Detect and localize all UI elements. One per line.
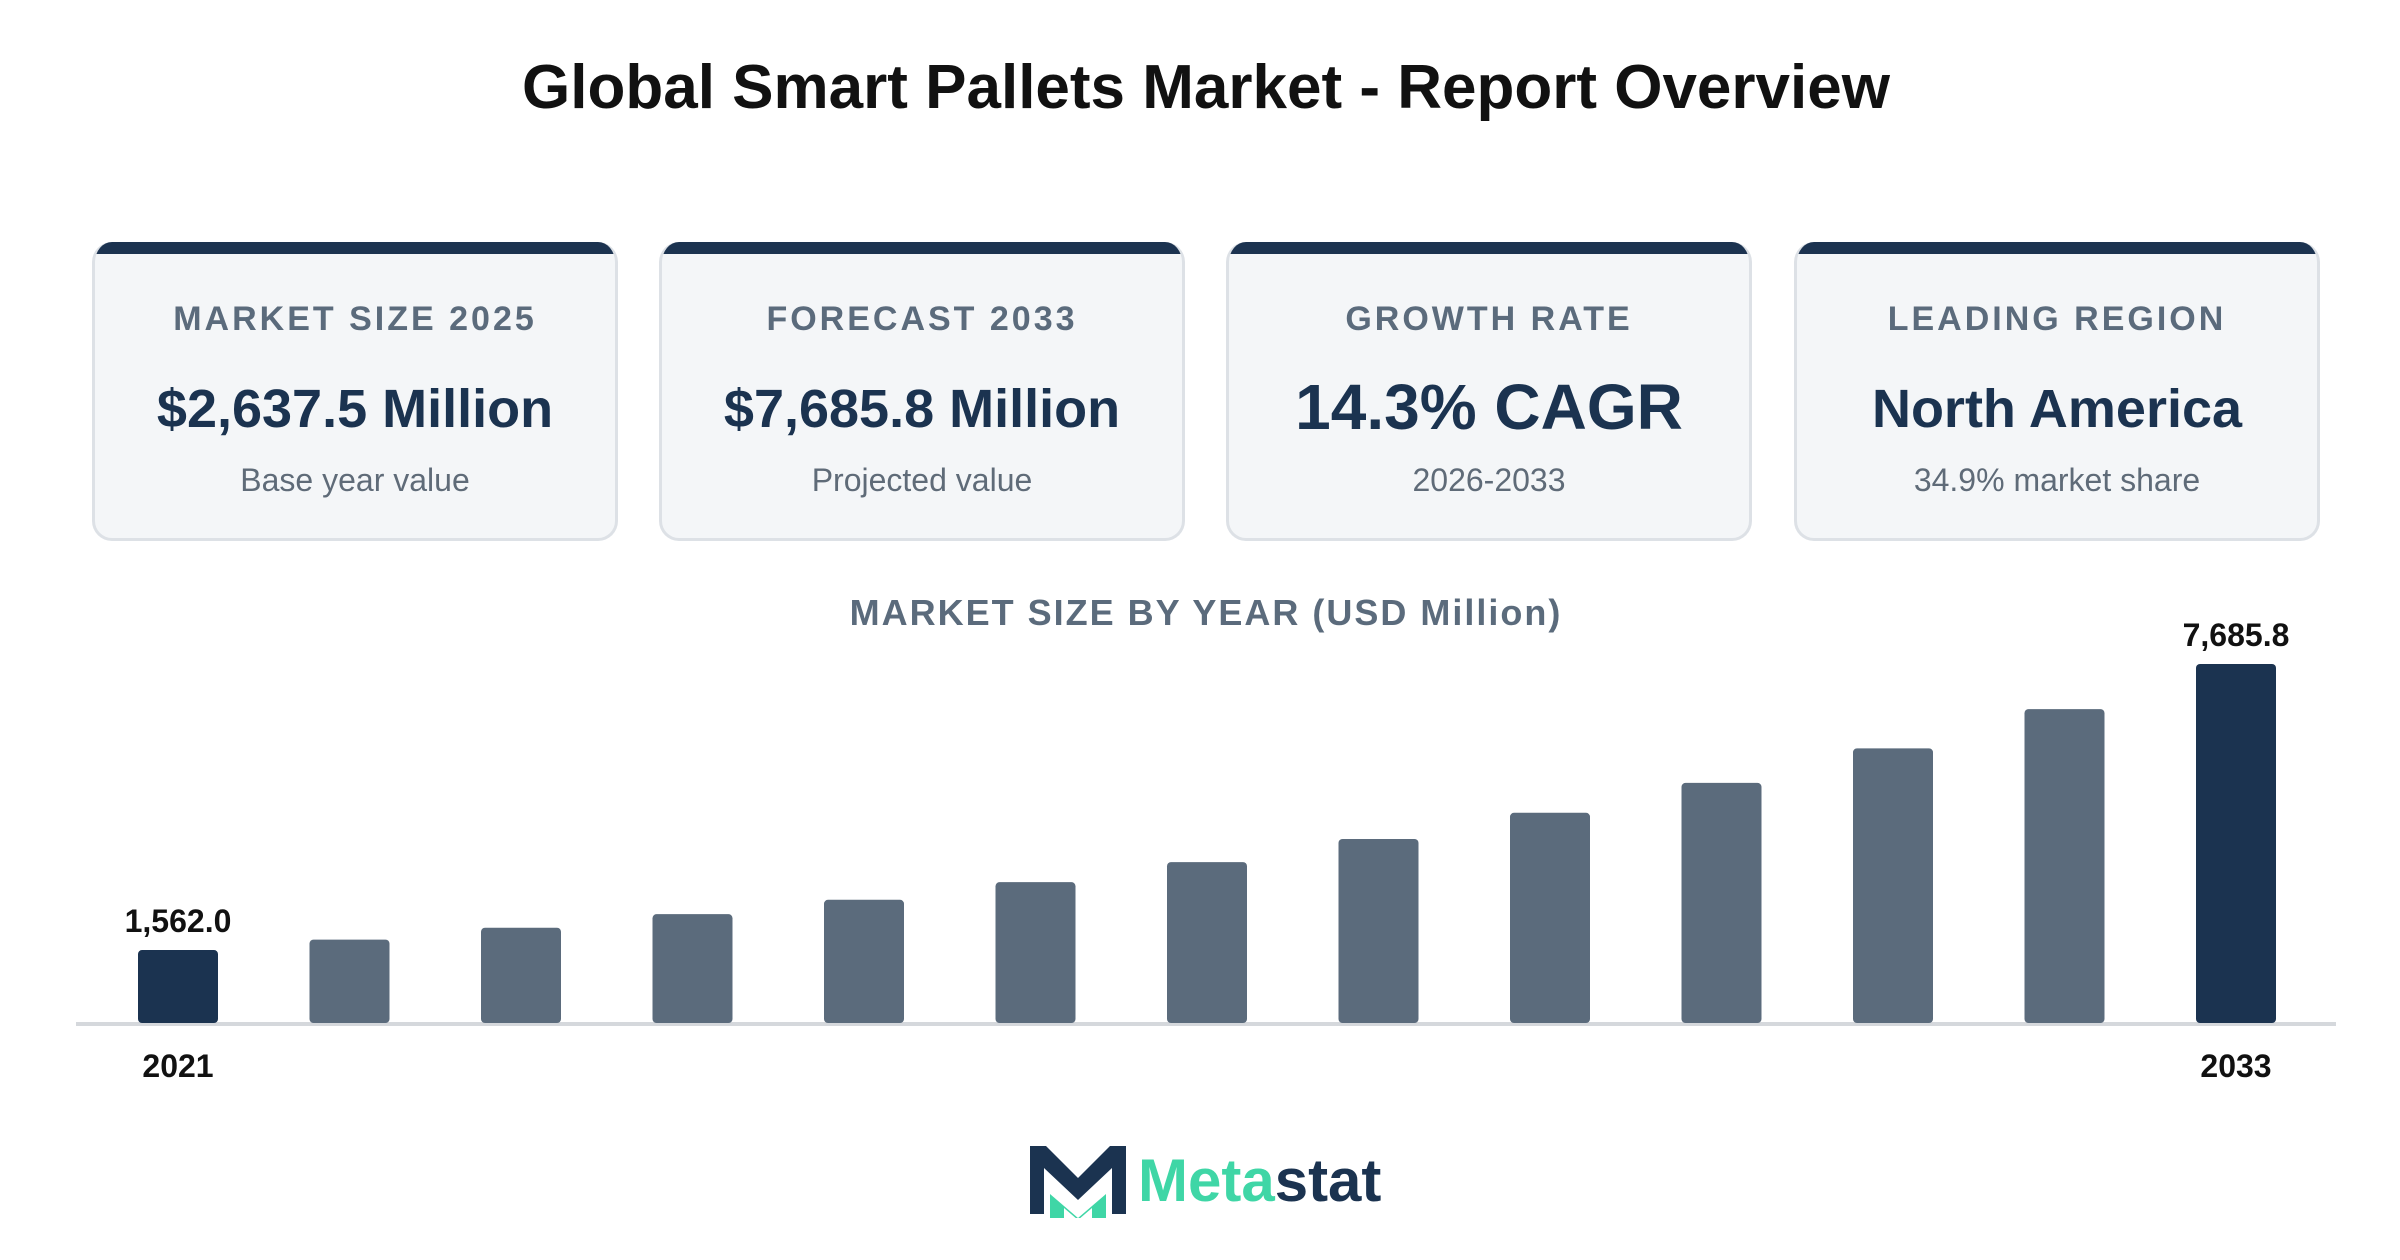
- chart-title: MARKET SIZE BY YEAR (USD Million): [849, 592, 1563, 633]
- bar-2021: [138, 950, 218, 1023]
- bar-2026: [995, 882, 1076, 1023]
- data-label-2021: 1,562.0: [125, 903, 232, 939]
- logo-text: Metastat: [1138, 1146, 1381, 1215]
- bar-chart: 1,562.0 7,685.8 2021 2033: [76, 617, 2336, 1084]
- bar-2033: [2196, 664, 2276, 1023]
- bar-2024: [652, 914, 733, 1023]
- card-value: $2,637.5 Million: [156, 379, 554, 439]
- card-leading-region: LEADING REGION North America 34.9% marke…: [1794, 242, 2320, 541]
- bar-2030: [1681, 782, 1762, 1023]
- logo-text-meta: Meta: [1138, 1146, 1275, 1214]
- card-subtitle: 2026-2033: [1412, 462, 1566, 498]
- bar-2022: [309, 939, 390, 1023]
- card-label: FORECAST 2033: [766, 300, 1078, 338]
- bar-2025: [824, 899, 904, 1023]
- card-subtitle: 34.9% market share: [1913, 462, 2201, 498]
- card-subtitle: Projected value: [811, 462, 1033, 498]
- card-subtitle: Base year value: [240, 462, 470, 498]
- bar-2031: [1853, 748, 1933, 1023]
- card-label: LEADING REGION: [1887, 300, 2227, 338]
- page-title: Global Smart Pallets Market - Report Ove…: [522, 53, 1890, 122]
- x-tick-label-2021: 2021: [142, 1048, 213, 1084]
- logo-text-stat: stat: [1274, 1146, 1382, 1214]
- bar-2029: [1510, 812, 1590, 1023]
- metastat-logo: Metastat: [1028, 1140, 1381, 1220]
- card-label: MARKET SIZE 2025: [173, 300, 537, 338]
- data-label-2033: 7,685.8: [2183, 617, 2290, 653]
- card-label: GROWTH RATE: [1345, 300, 1633, 338]
- bar-2023: [481, 927, 561, 1023]
- metastat-logo-icon: [1030, 1146, 1126, 1218]
- bar-2028: [1338, 838, 1419, 1023]
- card-forecast: FORECAST 2033 $7,685.8 Million Projected…: [659, 242, 1185, 541]
- card-value: North America: [1871, 379, 2243, 439]
- bar-2027: [1167, 862, 1247, 1023]
- card-market-size: MARKET SIZE 2025 $2,637.5 Million Base y…: [92, 242, 618, 541]
- card-growth-rate: GROWTH RATE 14.3% CAGR 2026-2033: [1226, 242, 1752, 541]
- bar-2032: [2024, 709, 2105, 1023]
- card-value: $7,685.8 Million: [723, 379, 1121, 439]
- x-tick-label-2033: 2033: [2200, 1048, 2271, 1084]
- card-value: 14.3% CAGR: [1295, 371, 1683, 443]
